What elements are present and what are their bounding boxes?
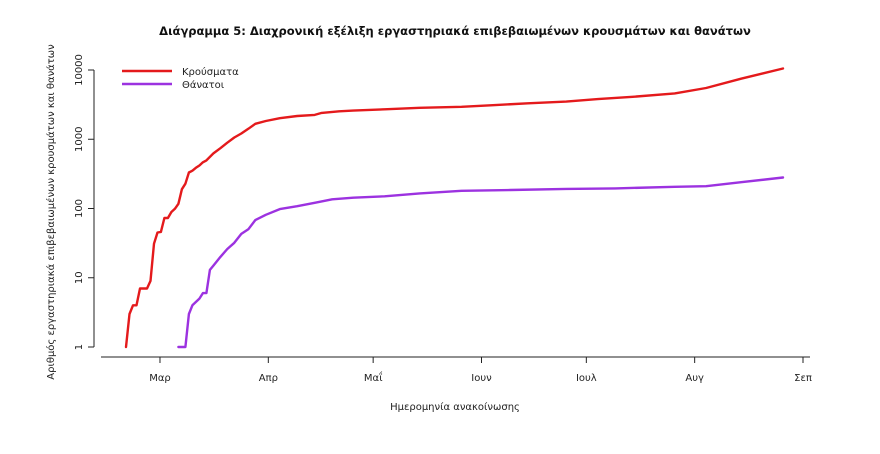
series-line-1 (177, 176, 785, 349)
y-tick-label: 100 (74, 199, 85, 218)
series-line-0 (124, 67, 785, 349)
x-tick-label: Απρ (259, 373, 278, 384)
y-axis: 1 10 100 1000 10000 (74, 54, 95, 350)
x-axis-label: Ημερομηνία ανακοίνωσης (390, 401, 520, 413)
y-tick-label: 10000 (74, 54, 85, 86)
x-tick-label: Μαΐ (364, 370, 383, 384)
series-group (124, 67, 785, 349)
y-axis-label: Αριθμός εργαστηριακά επιβεβαιωμένων κρου… (45, 44, 57, 380)
x-tick-label: Αυγ (685, 373, 704, 384)
chart-title: Διάγραμμα 5: Διαχρονική εξέλιξη εργαστηρ… (159, 24, 751, 38)
y-tick-label: 10 (74, 271, 85, 284)
x-tick-label: Σεπ (794, 373, 812, 384)
x-tick-label: Ιουν (471, 373, 492, 384)
y-tick-label: 1000 (74, 127, 85, 152)
x-tick-label: Μαρ (149, 373, 171, 384)
x-tick-label: Ιουλ (576, 373, 597, 384)
legend-label-1: Θάνατοι (182, 79, 225, 91)
legend-label-0: Κρούσματα (182, 66, 239, 78)
x-axis: Μαρ Απρ Μαΐ Ιουν Ιουλ Αυγ Σεπ (101, 356, 812, 384)
y-tick-label: 1 (74, 344, 85, 350)
